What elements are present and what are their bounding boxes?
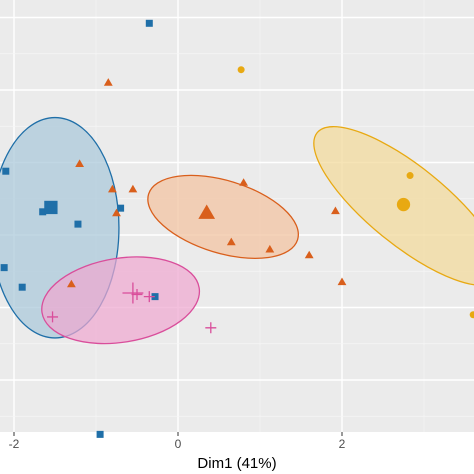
grid-lines bbox=[0, 0, 474, 432]
data-point-triangle bbox=[75, 159, 84, 167]
x-axis-ticks: -2 0 2 bbox=[9, 432, 346, 451]
centroid-triangle bbox=[198, 204, 216, 219]
data-point-square bbox=[145, 19, 153, 27]
data-points bbox=[0, 19, 474, 438]
data-point-triangle bbox=[239, 178, 248, 186]
data-point-square bbox=[151, 293, 159, 301]
data-point-triangle bbox=[67, 279, 76, 288]
confidence-ellipse-2 bbox=[147, 174, 299, 260]
centroid-square bbox=[44, 200, 58, 215]
centroid-circle bbox=[396, 197, 411, 212]
data-point-triangle bbox=[103, 78, 113, 86]
data-point-triangle bbox=[112, 208, 121, 217]
x-tick-label: -2 bbox=[9, 437, 20, 451]
data-point-triangle bbox=[337, 277, 347, 286]
data-point-triangle bbox=[226, 237, 236, 246]
x-tick-label: 0 bbox=[175, 437, 182, 451]
x-axis-title: Dim1 (41%) bbox=[197, 455, 276, 472]
data-point-cross bbox=[47, 311, 59, 323]
data-point-triangle bbox=[108, 184, 117, 193]
data-point-triangle bbox=[265, 244, 275, 253]
data-point-cross bbox=[143, 291, 155, 303]
confidence-ellipse-1 bbox=[41, 256, 201, 345]
data-point-square bbox=[39, 208, 47, 216]
data-point-circle bbox=[406, 172, 414, 180]
data-point-triangle bbox=[128, 184, 138, 193]
centroid-cross bbox=[122, 282, 144, 304]
data-point-square bbox=[18, 283, 26, 291]
x-tick-label: 2 bbox=[339, 437, 346, 451]
data-point-square bbox=[117, 204, 125, 212]
data-point-cross bbox=[205, 322, 217, 334]
confidence-ellipses bbox=[0, 116, 474, 345]
data-point-circle bbox=[469, 311, 474, 319]
group-centroids bbox=[44, 197, 411, 304]
data-point-circle bbox=[237, 66, 245, 74]
data-point-triangle bbox=[331, 206, 340, 215]
data-point-square bbox=[2, 167, 10, 175]
data-point-square bbox=[0, 264, 8, 272]
data-point-triangle bbox=[304, 250, 314, 259]
data-point-square bbox=[96, 430, 104, 438]
data-point-square bbox=[74, 220, 82, 228]
